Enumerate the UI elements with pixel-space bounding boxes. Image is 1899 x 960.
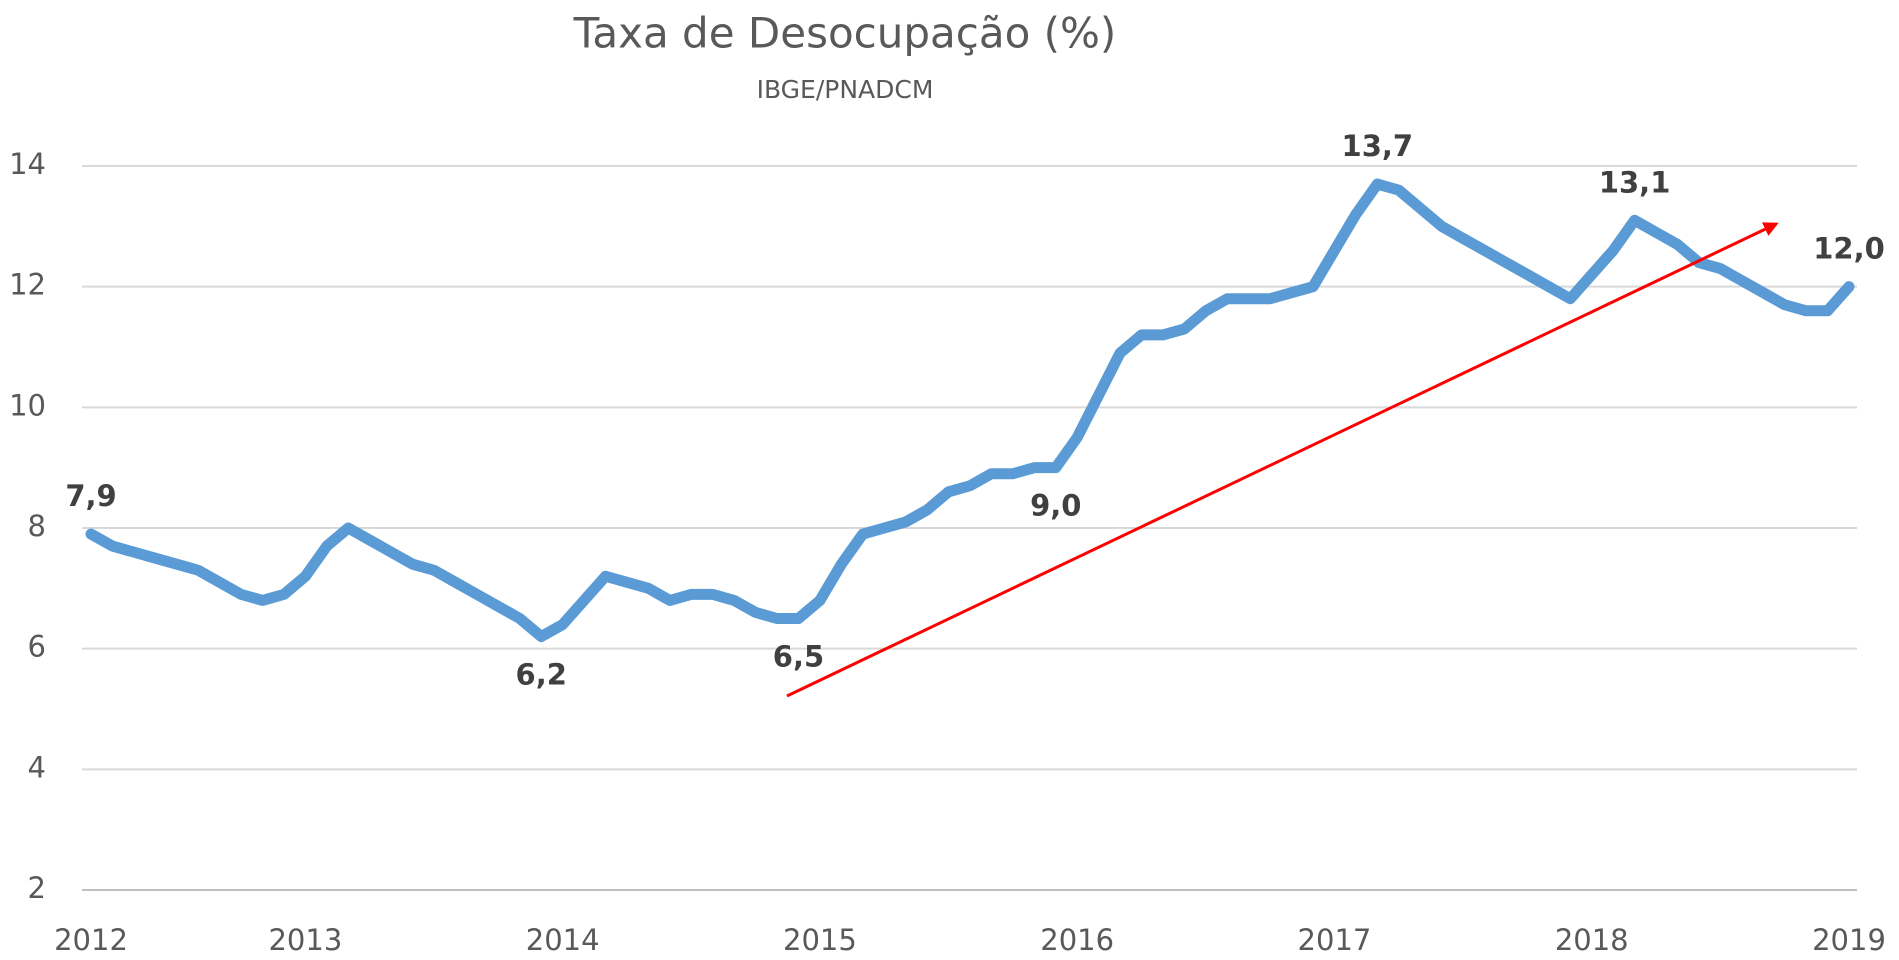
x-tick-label: 2017 bbox=[1298, 923, 1372, 957]
data-label: 13,1 bbox=[1599, 165, 1671, 199]
y-tick-label: 14 bbox=[9, 147, 46, 181]
y-tick-label: 8 bbox=[28, 509, 46, 543]
y-tick-label: 2 bbox=[28, 871, 46, 905]
x-tick-label: 2016 bbox=[1040, 923, 1114, 957]
data-label: 6,2 bbox=[516, 658, 567, 692]
labels: 7,9 6,2 6,5 9,0 13,7 13,1 12,0 bbox=[65, 129, 1885, 692]
x-tick-label: 2013 bbox=[268, 923, 342, 957]
chart-title: Taxa de Desocupação (%) bbox=[573, 9, 1117, 58]
y-tick-label: 10 bbox=[9, 388, 46, 422]
grid: 2 4 6 8 10 12 14 2012 2013 2014 2015 2016 2017 2018 20… bbox=[9, 147, 1886, 957]
y-tick-label: 12 bbox=[9, 268, 46, 302]
y-tick-label: 6 bbox=[28, 630, 46, 664]
x-tick-label: 2012 bbox=[54, 923, 128, 957]
x-tick-label: 2019 bbox=[1812, 923, 1886, 957]
plot bbox=[85, 178, 1855, 643]
data-label: 13,7 bbox=[1342, 129, 1414, 163]
chart-subtitle: IBGE/PNADCM bbox=[757, 75, 934, 104]
data-label: 6,5 bbox=[773, 640, 824, 674]
y-tick-label: 4 bbox=[28, 750, 46, 784]
x-tick-label: 2018 bbox=[1555, 923, 1629, 957]
data-label: 12,0 bbox=[1813, 232, 1885, 266]
data-label: 9,0 bbox=[1030, 489, 1081, 523]
data-line bbox=[85, 178, 1855, 643]
x-tick-label: 2015 bbox=[783, 923, 857, 957]
data-label: 7,9 bbox=[65, 479, 116, 513]
x-tick-label: 2014 bbox=[526, 923, 600, 957]
trend-arrow bbox=[786, 222, 1779, 698]
